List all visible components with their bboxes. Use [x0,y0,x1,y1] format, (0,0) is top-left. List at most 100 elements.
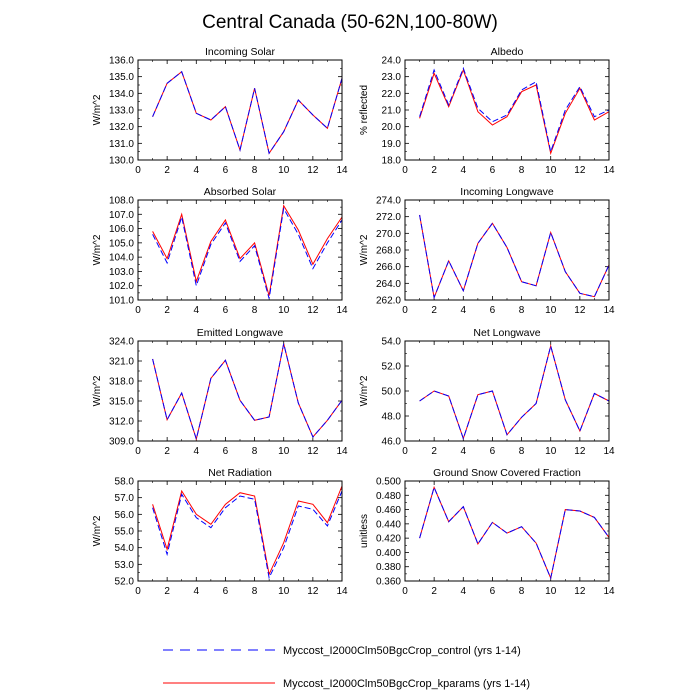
x-tick-label: 2 [431,165,437,176]
x-tick-label: 8 [252,165,258,176]
x-tick-label: 6 [223,586,229,597]
y-axis-label: W/m^2 [92,375,103,406]
x-tick-label: 2 [431,586,437,597]
x-tick-label: 2 [431,305,437,316]
y-tick-label: 19.0 [382,139,402,150]
series-line-kparams [152,485,343,576]
series-line-control [419,66,610,154]
panel-title: Absorbed Solar [204,186,277,198]
y-tick-label: 134.0 [109,89,134,100]
y-tick-label: 270.0 [376,229,401,240]
x-tick-label: 4 [194,165,200,176]
legend-label-1: Myccost_I2000Clm50BgcCrop_kparams (yrs 1… [283,678,530,690]
x-tick-label: 14 [603,586,615,597]
x-tick-label: 8 [519,446,525,457]
series-line-control [152,343,343,441]
y-tick-label: 0.380 [376,562,401,573]
y-tick-label: 20.0 [382,122,402,133]
panel-4: Emitted Longwave W/m^2 309.0 312.0 315.0 318.… [92,327,348,457]
x-tick-label: 0 [402,305,408,316]
y-tick-label: 106.0 [109,224,134,235]
y-tick-label: 107.0 [109,210,134,221]
x-tick-label: 8 [252,305,258,316]
series-line-kparams [419,214,610,300]
series-line-kparams [419,68,610,156]
series-line-control [419,344,610,441]
x-tick-label: 2 [164,586,170,597]
x-tick-label: 14 [603,165,615,176]
y-tick-label: 53.0 [115,560,135,571]
y-tick-label: 312.0 [109,417,134,428]
series-line-kparams [419,344,610,441]
y-tick-label: 268.0 [376,246,401,257]
y-tick-label: 52.0 [382,362,402,373]
y-axis-label: W/m^2 [359,234,370,265]
x-tick-label: 4 [194,305,200,316]
series-line-control [152,207,343,299]
x-tick-label: 0 [402,586,408,597]
y-tick-label: 264.0 [376,279,401,290]
x-tick-label: 12 [307,586,319,597]
y-tick-label: 131.0 [109,139,134,150]
y-tick-label: 321.0 [109,357,134,368]
series-line-kparams [419,485,610,580]
x-tick-label: 12 [574,446,586,457]
y-axis-label: W/m^2 [92,234,103,265]
x-tick-label: 0 [135,446,141,457]
x-tick-label: 8 [519,586,525,597]
x-tick-label: 6 [223,305,229,316]
panel-title: Net Radiation [208,467,272,479]
y-tick-label: 46.0 [382,437,402,448]
y-axis-label: % reflected [359,85,370,135]
y-tick-label: 103.0 [109,267,134,278]
y-tick-label: 309.0 [109,437,134,448]
x-tick-label: 12 [307,446,319,457]
y-tick-label: 55.0 [115,527,135,538]
y-tick-label: 318.0 [109,377,134,388]
x-tick-label: 2 [164,165,170,176]
plot-frame [404,340,610,442]
x-tick-label: 14 [603,305,615,316]
y-tick-label: 24.0 [382,56,402,67]
x-tick-label: 8 [519,165,525,176]
x-tick-label: 2 [431,446,437,457]
y-tick-label: 104.0 [109,253,134,264]
legend-label-0: Myccost_I2000Clm50BgcCrop_control (yrs 1… [283,645,521,657]
plot-frame [137,480,343,582]
series-line-kparams [152,70,343,155]
x-tick-label: 12 [574,305,586,316]
y-tick-label: 132.0 [109,122,134,133]
x-tick-label: 12 [574,165,586,176]
x-tick-label: 6 [490,165,496,176]
x-tick-label: 4 [194,586,200,597]
y-tick-label: 0.400 [376,548,401,559]
panels: Incoming Solar W/m^2 130.0 131.0 132.0 133.0 1… [92,46,615,597]
x-tick-label: 10 [545,165,557,176]
panel-6: Net Radiation W/m^2 52.0 53.0 54.0 55.0 56.0 57… [92,467,348,597]
plot-frame [404,199,610,301]
panel-title: Net Longwave [473,327,540,339]
y-tick-label: 108.0 [109,196,134,207]
x-tick-label: 14 [336,305,348,316]
y-tick-label: 48.0 [382,412,402,423]
panel-2: Absorbed Solar W/m^2 101.0 102.0 103.0 104.0 1… [92,186,348,316]
y-tick-label: 324.0 [109,337,134,348]
y-tick-label: 266.0 [376,262,401,273]
y-tick-label: 101.0 [109,296,134,307]
y-tick-label: 23.0 [382,72,402,83]
plot-frame [404,59,610,161]
x-tick-label: 10 [278,446,290,457]
y-tick-label: 0.500 [376,477,401,488]
panel-title: Albedo [491,46,524,58]
x-tick-label: 2 [164,446,170,457]
panel-title: Emitted Longwave [197,327,284,339]
x-tick-label: 4 [461,305,467,316]
y-axis-label: W/m^2 [359,375,370,406]
y-tick-label: 56.0 [115,510,135,521]
y-tick-label: 54.0 [382,337,402,348]
x-tick-label: 6 [490,305,496,316]
x-tick-label: 8 [252,446,258,457]
y-tick-label: 58.0 [115,477,135,488]
x-tick-label: 12 [307,165,319,176]
x-tick-label: 4 [194,446,200,457]
